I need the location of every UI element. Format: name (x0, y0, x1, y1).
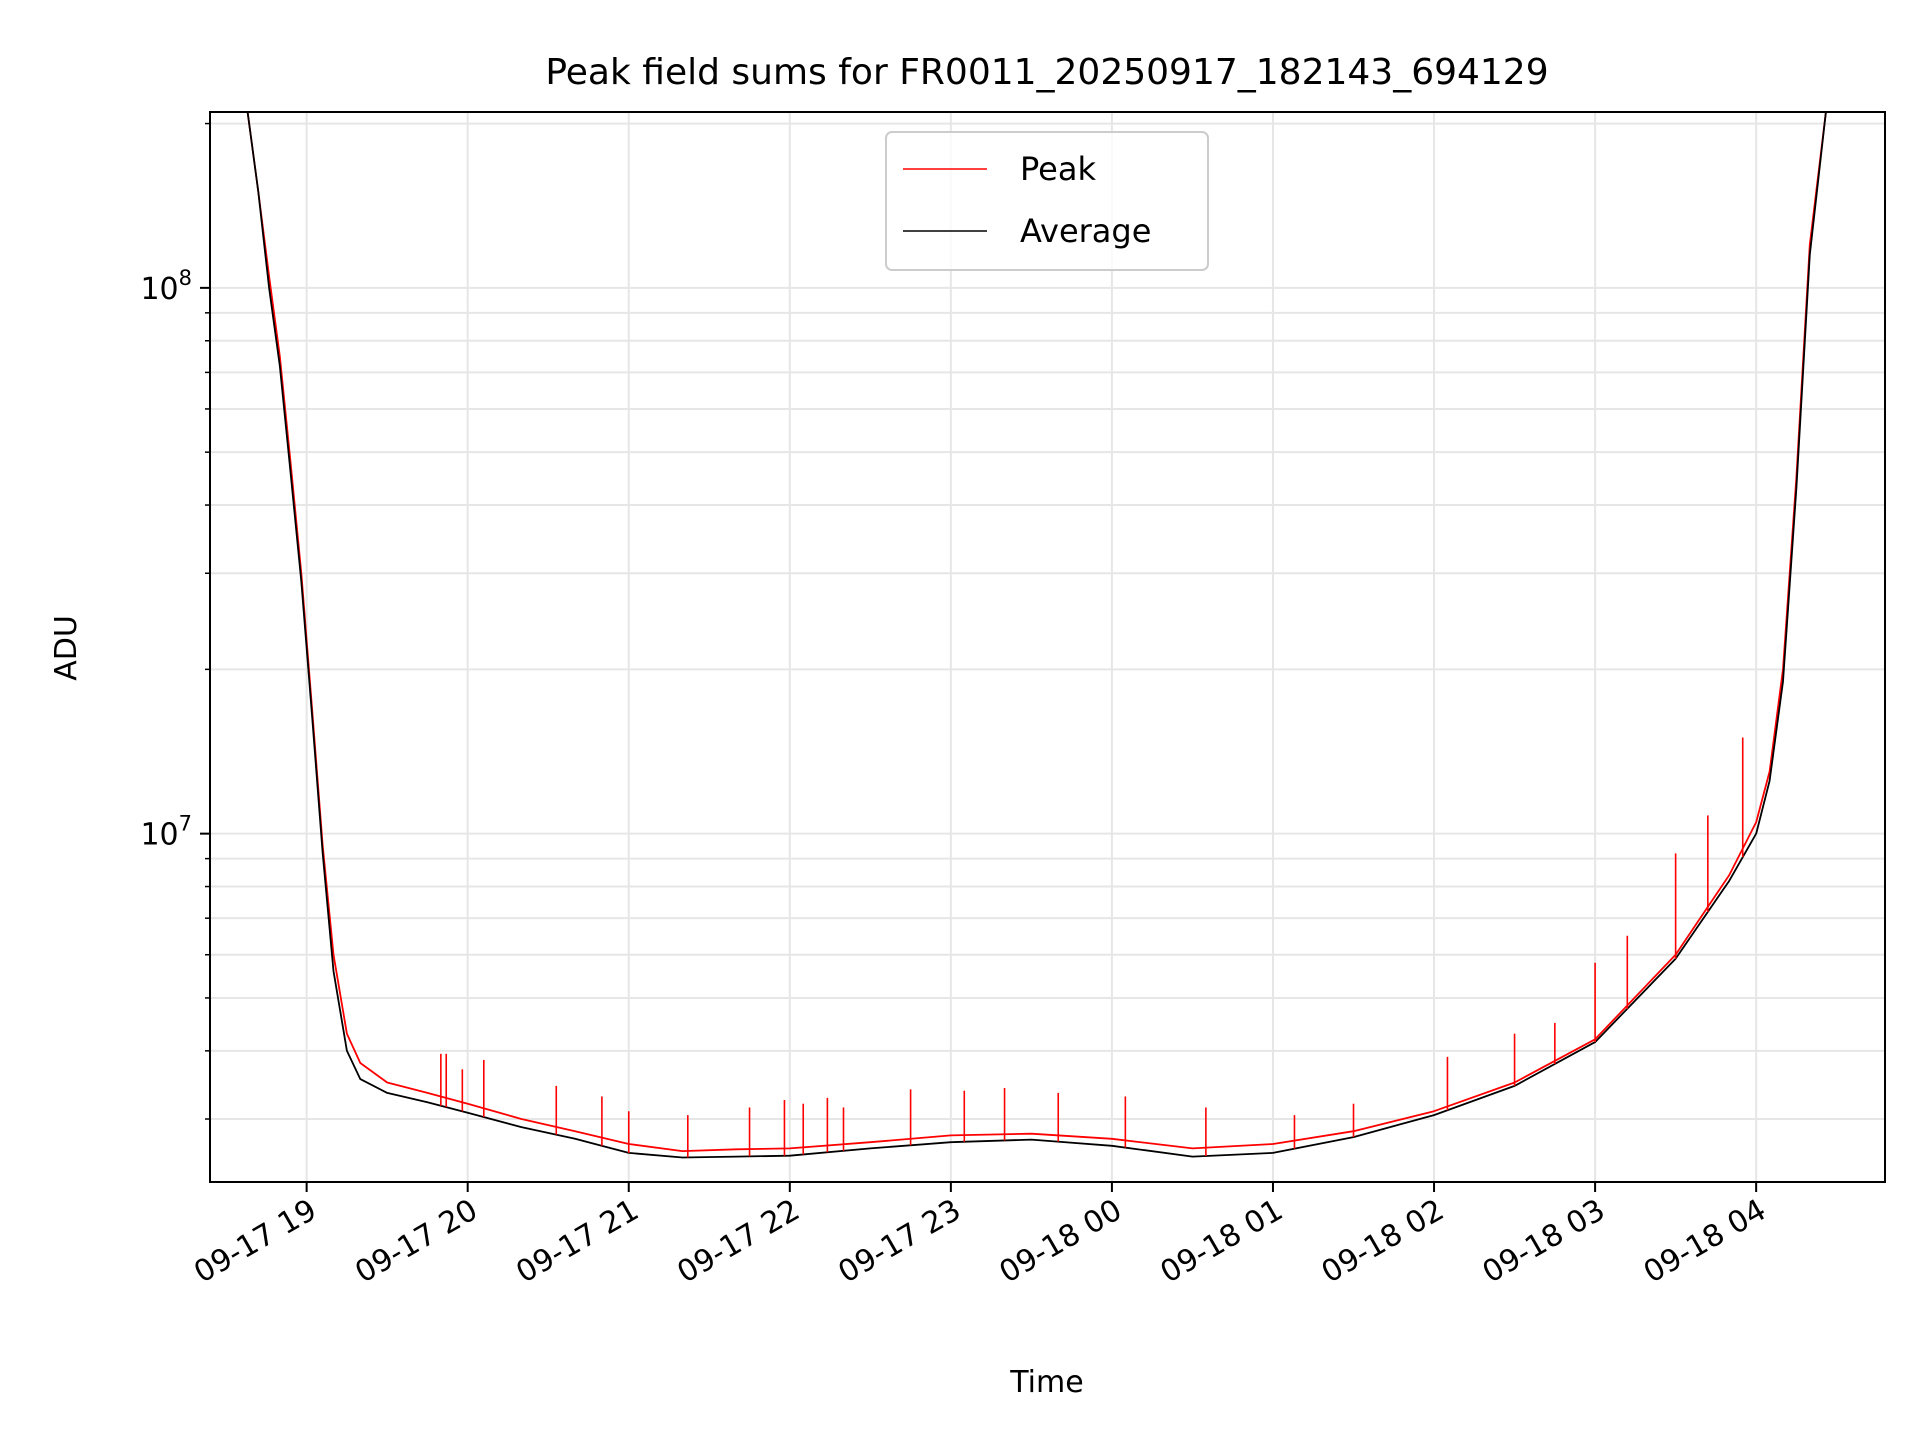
y-axis: 107 108 (140, 122, 210, 1120)
series-layer (246, 112, 1827, 1159)
grid (210, 112, 1885, 1182)
y-tick-label: 108 (140, 266, 192, 307)
legend-label-peak: Peak (1020, 150, 1096, 188)
plot-frame (209, 111, 1886, 1183)
legend-box (885, 131, 1209, 271)
chart-title: Peak field sums for FR0011_20250917_1821… (545, 52, 1548, 93)
series-line-average (246, 112, 1827, 1159)
y-axis-label: ADU (49, 615, 84, 681)
legend: Peak Average (885, 131, 1209, 271)
y-tick-label: 107 (140, 812, 192, 853)
legend-label-average: Average (1020, 212, 1151, 250)
x-axis-label: Time (1009, 1365, 1083, 1400)
